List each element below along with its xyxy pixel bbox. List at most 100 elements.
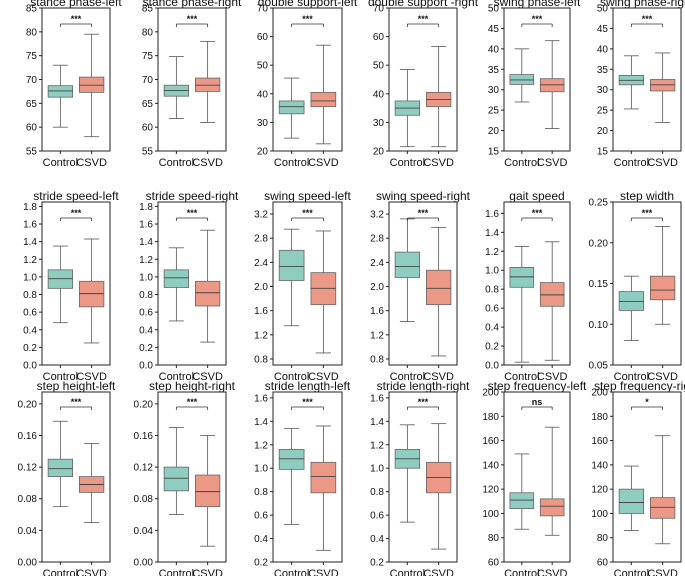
y-tick-label: 1.2 [370,440,384,451]
y-tick-label: 140 [482,460,499,471]
y-tick-label: 0.4 [139,325,153,336]
iqr-box [194,474,221,508]
significance-label: *** [418,208,429,218]
y-tick-label: 85 [142,4,154,15]
y-tick-label: 0.0 [23,361,37,372]
y-tick-label: 0.20 [134,399,154,410]
control-box [618,55,644,110]
plot-frame [503,201,571,366]
iqr-box [47,458,73,478]
panel-11: gait speed 0.0 0.2 0.4 0.6 0.8 1.0 1.2 1.4 1.6 Con… [485,189,571,383]
panel-1: stance phase-left 55 60 65 70 75 80 85 ControlCS… [26,0,122,169]
csvd-box [79,442,105,523]
y-tick-label: 1.4 [370,417,384,428]
y-tick-label: 0.4 [485,323,499,334]
y-tick-label: 1.4 [23,237,37,248]
y-tick-label: 20 [373,147,385,158]
y-tick-label: 0.2 [370,558,384,569]
csvd-box [310,230,337,354]
iqr-box [425,269,452,306]
y-tick-label: 180 [591,412,608,423]
panel-title: swing speed-right [376,189,471,203]
y-tick-label: 20 [257,147,269,158]
y-tick-label: 140 [591,460,608,471]
x-tick-label: Control [390,568,425,576]
panel-title: swing phase-left [494,0,581,9]
y-tick-label: 40 [597,44,609,55]
csvd-box [310,44,337,145]
significance-label: *** [187,14,198,24]
csvd-box [650,52,676,123]
x-tick-label: CSVD [423,157,454,169]
plot-frame [612,391,682,563]
x-tick-label: CSVD [308,371,339,383]
panel-14: step height-right 0.00 0.04 0.08 0.12 0.16 0.2… [134,379,236,576]
y-tick-label: 0.12 [18,463,38,474]
y-tick-label: 0.4 [254,534,268,545]
iqr-box [539,498,565,517]
panel-title: double support-left [258,0,358,9]
y-tick-label: 60 [488,558,500,569]
x-tick-label: CSVD [192,371,223,383]
y-tick-label: 0.8 [254,354,268,365]
csvd-box [425,226,452,357]
y-tick-label: 0.12 [134,463,154,474]
y-tick-label: 0.00 [134,558,154,569]
y-tick-label: 0.15 [589,279,609,290]
control-box [394,69,420,148]
x-tick-label: Control [274,157,309,169]
panel-3: double support-left 20 30 40 50 60 70 ControlCS… [257,0,358,169]
iqr-box [310,461,337,494]
x-tick-label: CSVD [647,157,678,169]
plot-frame [41,201,111,366]
y-tick-label: 0.8 [254,487,268,498]
y-tick-label: 0.6 [485,304,499,315]
x-tick-label: Control [614,371,649,383]
control-box [47,245,73,324]
panel-title: stance phase-left [30,0,122,9]
x-tick-label: Control [390,371,425,383]
x-tick-label: Control [274,371,309,383]
x-tick-label: CSVD [308,157,339,169]
y-tick-label: 30 [597,85,609,96]
y-tick-label: 55 [142,147,154,158]
y-tick-label: 0.2 [485,342,499,353]
y-tick-label: 0.2 [23,343,37,354]
y-tick-label: 85 [26,4,38,15]
y-tick-label: 35 [597,65,609,76]
y-tick-label: 1.6 [370,306,384,317]
iqr-box [163,269,189,288]
y-tick-label: 100 [482,509,499,520]
panel-title: step frequency-right [594,379,685,393]
x-tick-label: CSVD [308,568,339,576]
panel-title: step frequency-left [488,379,587,393]
y-tick-label: 0.16 [18,431,38,442]
x-tick-label: Control [274,568,309,576]
y-tick-label: 75 [26,51,38,62]
y-tick-label: 0.6 [23,308,37,319]
y-tick-label: 55 [26,147,38,158]
significance-label: *** [302,208,313,218]
y-tick-label: 0.8 [139,290,153,301]
y-tick-label: 60 [142,123,154,134]
y-tick-label: 15 [597,147,609,158]
y-tick-label: 50 [488,4,500,15]
plot-frame [272,7,343,152]
significance-label: *** [187,397,198,407]
y-tick-label: 35 [488,65,500,76]
y-tick-label: 3.2 [254,210,268,221]
x-tick-label: Control [159,568,194,576]
y-tick-label: 1.6 [254,393,268,404]
plot-frame [503,7,571,152]
panel-title: gait speed [509,189,564,203]
panel-10: swing speed-right 0.8 1.2 1.6 2.0 2.4 2.8 3.2 Co… [370,189,471,383]
y-tick-label: 2.8 [370,234,384,245]
significance-label: *** [532,208,543,218]
iqr-box [509,492,535,509]
plot-frame [272,391,343,563]
significance-label: *** [418,14,429,24]
y-tick-label: 0.2 [254,558,268,569]
y-tick-label: 40 [257,89,269,100]
y-tick-label: 70 [26,75,38,86]
y-tick-label: 0.0 [139,361,153,372]
